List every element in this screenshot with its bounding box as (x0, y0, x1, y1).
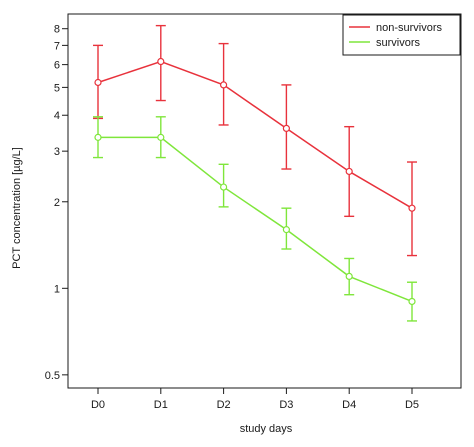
y-tick-label: 0.5 (45, 370, 60, 382)
y-tick-label: 3 (54, 146, 60, 158)
x-tick-label: D3 (279, 399, 293, 411)
data-point (408, 204, 416, 212)
data-point (220, 81, 228, 89)
legend-label: non-survivors (376, 22, 443, 34)
data-point (157, 57, 165, 66)
x-tick-label: D1 (154, 399, 168, 411)
x-tick-label: D4 (342, 399, 356, 411)
x-tick-label: D5 (405, 399, 419, 411)
legend-box (342, 14, 461, 56)
data-point (408, 297, 416, 306)
x-axis: D0 D1 D2 D3 D4 D5 (91, 388, 419, 411)
y-tick-label: 8 (54, 24, 60, 36)
x-axis-title: study days (240, 423, 293, 435)
x-tick-label: D2 (217, 399, 231, 411)
data-point (220, 183, 228, 191)
data-point (157, 133, 165, 141)
data-point (345, 167, 353, 176)
series-non-survivors (93, 24, 417, 257)
y-tick-label: 6 (54, 60, 60, 72)
series-line (97, 60, 413, 209)
data-point (345, 272, 353, 281)
series-survivors (93, 116, 417, 322)
y-axis-title: PCT concentration [µg/L] (11, 147, 23, 269)
y-tick-label: 5 (54, 82, 60, 94)
data-point (282, 226, 290, 234)
plot-frame (67, 13, 462, 389)
data-point (282, 124, 290, 132)
legend-label: survivors (376, 37, 421, 49)
data-point (94, 133, 102, 141)
y-tick-label: 2 (54, 197, 60, 209)
y-tick-label: 1 (54, 283, 60, 295)
series-line (98, 136, 413, 303)
x-tick-label: D0 (91, 399, 105, 411)
data-point (94, 78, 102, 87)
y-tick-label: 4 (54, 110, 60, 122)
series-layer (93, 24, 417, 322)
y-tick-label: 7 (54, 40, 60, 52)
y-axis: 0.5 1 2 3 4 5 6 7 8 (45, 24, 68, 382)
legend: non-survivors survivors (342, 14, 461, 56)
